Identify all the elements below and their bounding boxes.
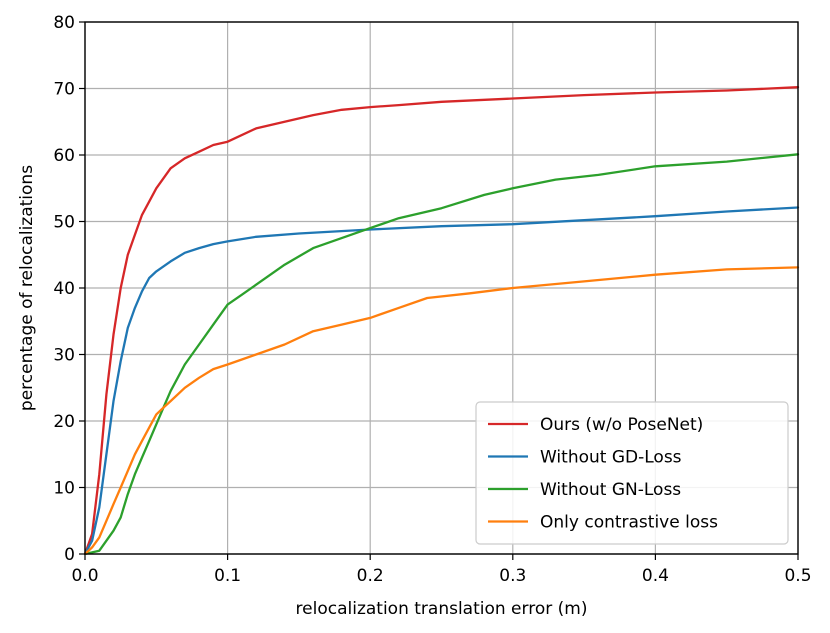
series-lines [83,86,800,556]
legend-label: Without GN-Loss [540,480,681,500]
legend-box [475,401,789,545]
y-tick-label: 10 [53,479,75,499]
x-tick-label: 0.4 [642,566,669,586]
x-tick-label: 0.0 [71,566,98,586]
y-tick-label: 70 [53,80,75,100]
y-tick-label: 60 [53,146,75,166]
y-tick-label: 30 [53,346,75,366]
legend-label: Ours (w/o PoseNet) [540,415,703,435]
y-tick-label: 0 [64,545,75,565]
series-line-3 [83,153,800,556]
y-tick-label: 80 [53,13,75,33]
legend-label: Only contrastive loss [540,513,718,533]
legend-label: Without GD-Loss [540,448,682,468]
axis-ticks: 0.0 0.1 0.2 0.3 0.4 0.5 0 10 20 30 40 50 60 70 80 [53,13,811,586]
x-tick-label: 0.1 [214,566,241,586]
y-tick-label: 20 [53,412,75,432]
x-tick-label: 0.2 [357,566,384,586]
series-line-1 [83,86,800,556]
y-tick-label: 50 [53,213,75,233]
series-line-4 [83,266,800,556]
legend: Ours (w/o PoseNet) Without GD-Loss Without… [475,401,789,545]
y-tick-label: 40 [53,279,75,299]
x-axis-label: relocalization translation error (m) [296,599,588,619]
x-tick-label: 0.5 [784,566,811,586]
series-line-2 [83,206,800,556]
x-tick-label: 0.3 [499,566,526,586]
y-axis-label: percentage of relocalizations [17,165,37,411]
